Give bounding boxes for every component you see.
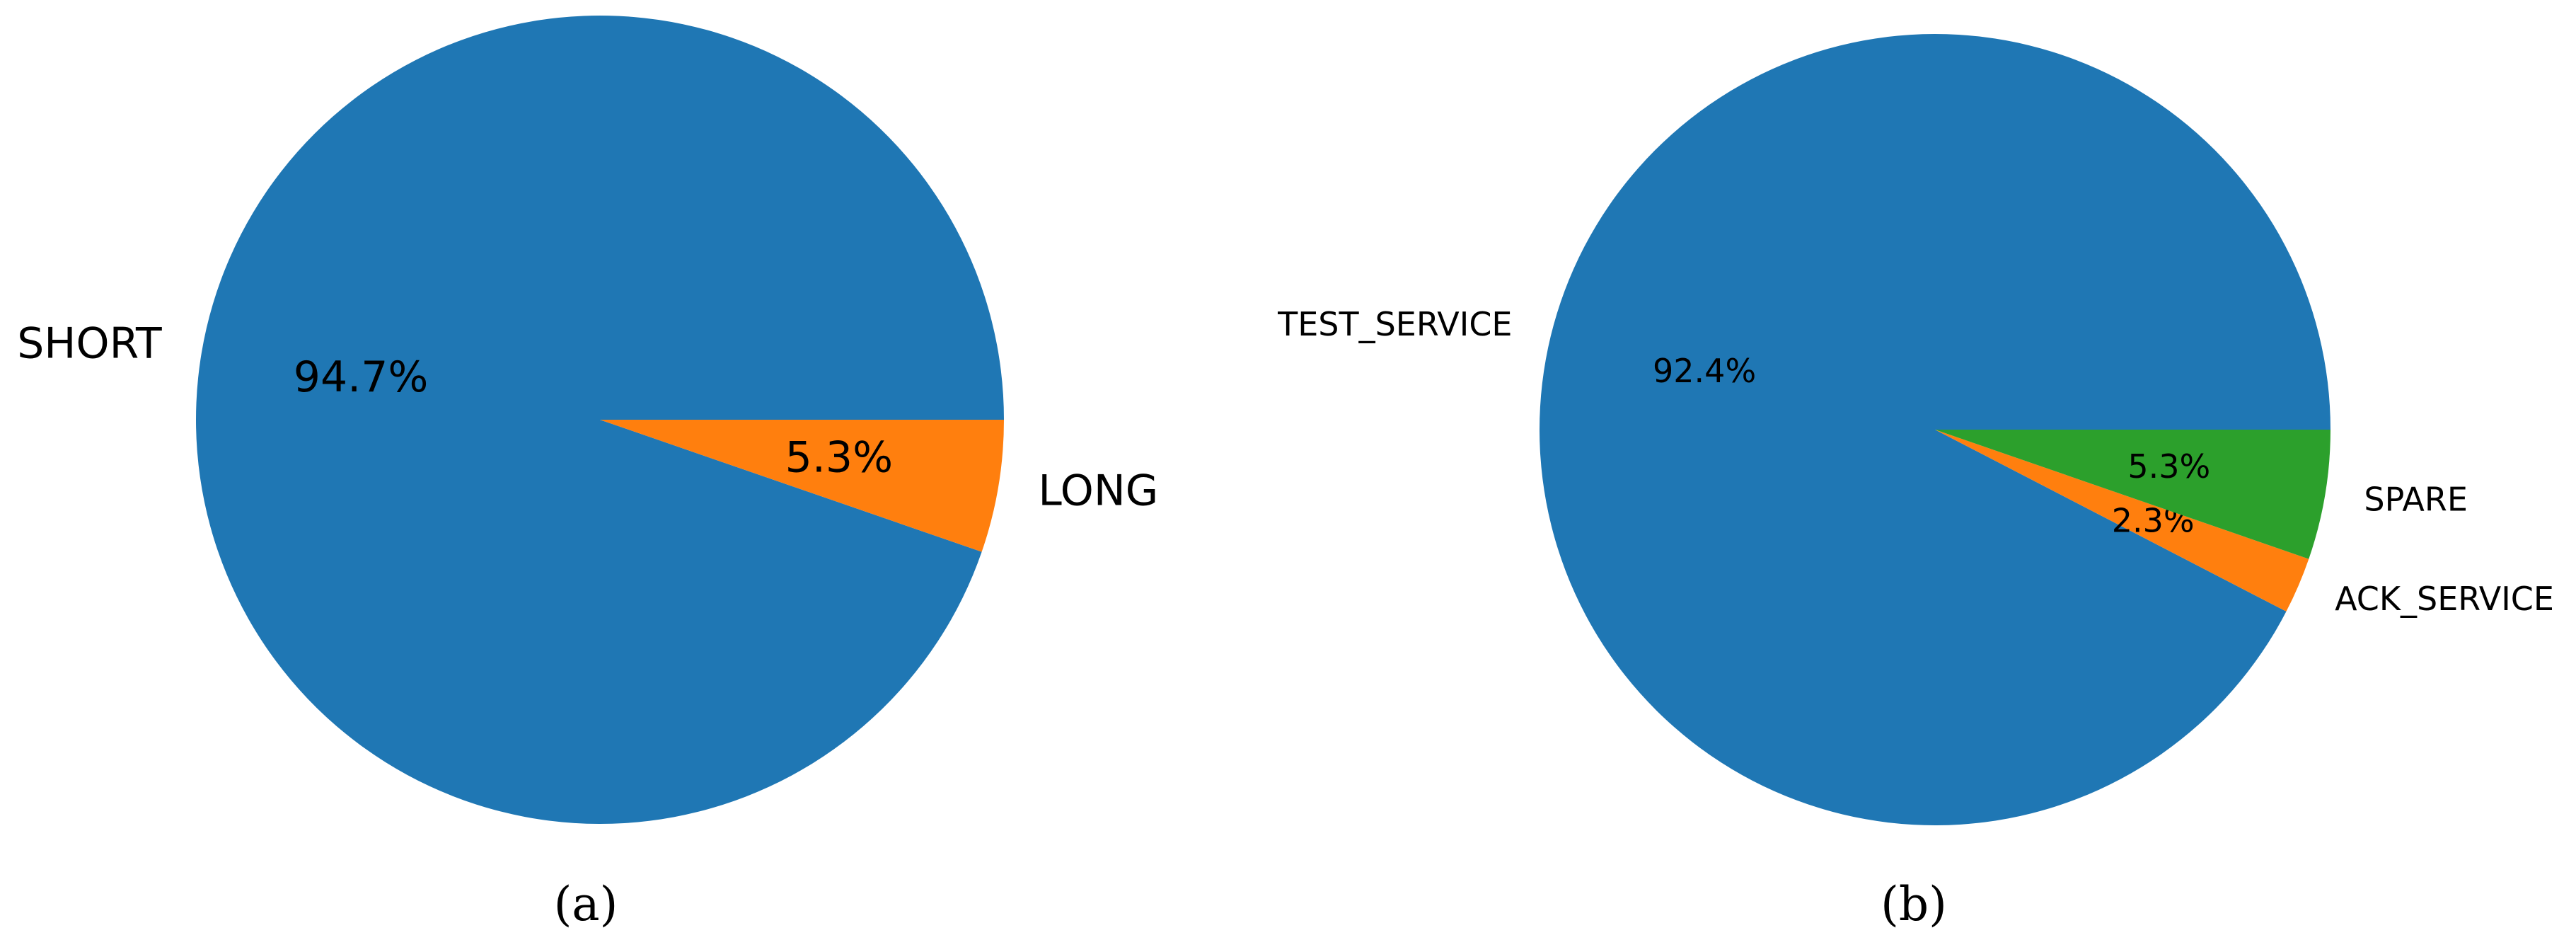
slice-percent-test-service: 92.4% — [1653, 352, 1756, 390]
pie-slice-short — [195, 15, 1004, 824]
caption-b: (b) — [1881, 877, 1947, 931]
pie-slice-test-service — [1539, 34, 2330, 826]
caption-a: (a) — [554, 877, 618, 931]
slice-label-short: SHORT — [17, 319, 162, 368]
slice-label-ack-service: ACK_SERVICE — [2335, 580, 2554, 618]
pie-chart-b: TEST_SERVICE92.4%ACK_SERVICE2.3%SPARE5.3… — [1277, 34, 2554, 826]
slice-percent-spare: 5.3% — [2127, 447, 2210, 486]
pie-slice-ack-service — [1935, 430, 2309, 612]
slice-label-spare: SPARE — [2364, 480, 2468, 518]
slice-percent-short: 94.7% — [294, 352, 429, 402]
slice-percent-long: 5.3% — [785, 432, 893, 482]
pie-chart-a: SHORT 94.7% LONG 5.3% — [17, 15, 1158, 824]
pie-slice-long — [600, 420, 1004, 552]
pie-slice-spare — [1935, 430, 2330, 559]
slice-label-long: LONG — [1038, 466, 1158, 516]
slice-label-test-service: TEST_SERVICE — [1277, 305, 1512, 343]
